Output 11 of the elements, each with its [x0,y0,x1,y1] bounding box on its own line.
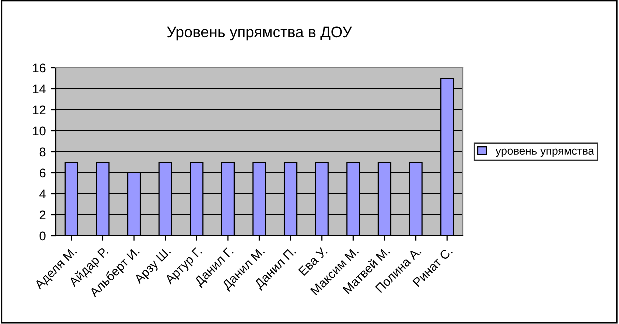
chart-title: Уровень упрямства в ДОУ [167,26,352,41]
y-tick-label: 8 [40,148,46,157]
y-tick-label: 10 [33,126,46,136]
y-tick-label: 0 [40,232,46,241]
y-tick-label: 12 [33,106,46,115]
y-tick-label: 14 [33,84,46,94]
legend-label: уровень упрямства [496,148,594,158]
y-tick-label: 16 [33,64,46,73]
y-tick-label: 4 [40,190,46,199]
y-tick-label: 6 [40,168,46,178]
y-tick-label: 2 [40,210,46,220]
